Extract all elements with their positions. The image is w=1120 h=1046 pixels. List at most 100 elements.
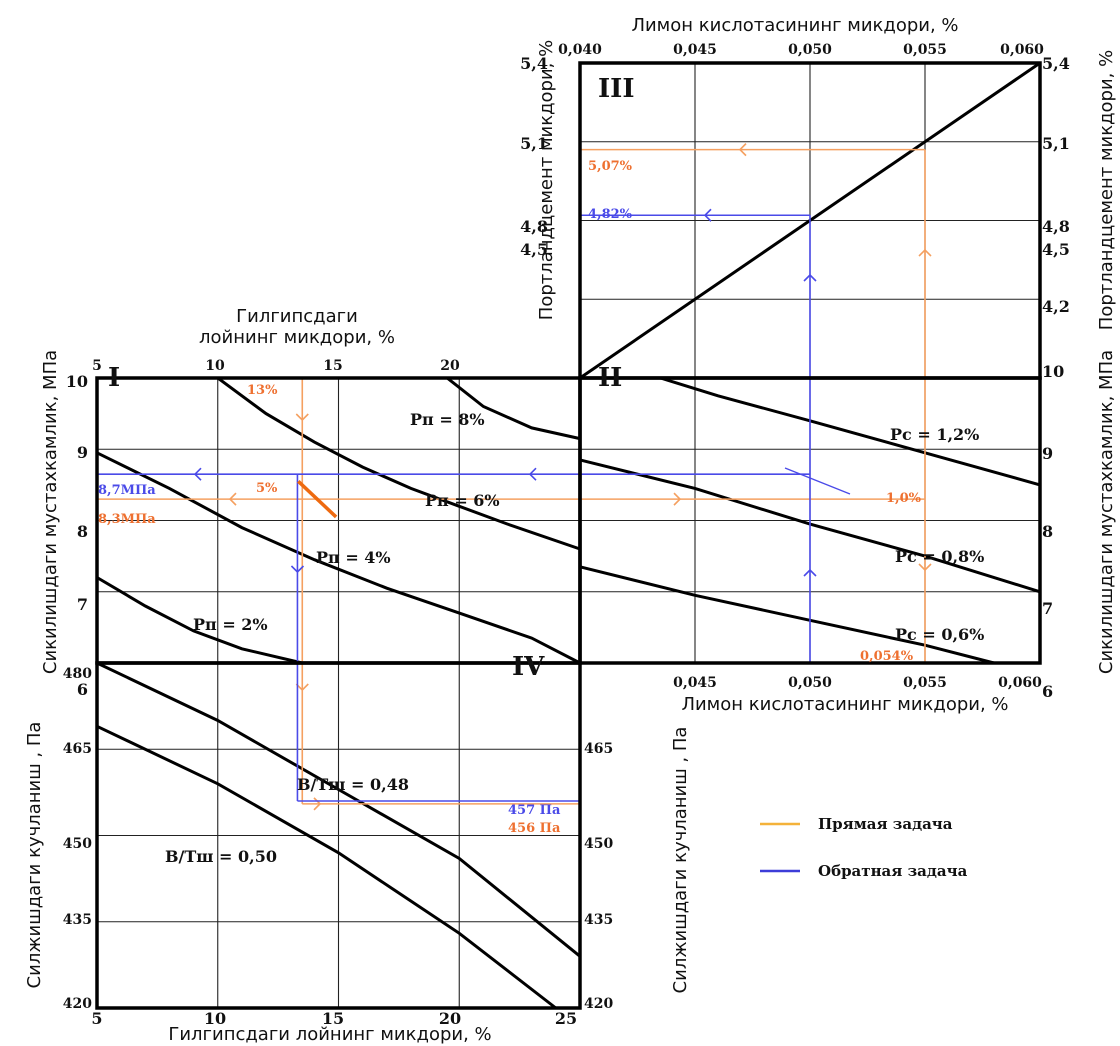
clay-marker-line — [297, 480, 338, 519]
citric-top-axis-title: Лимон кислотасининг микдори, % — [631, 15, 958, 36]
clay-bottom-tick: 10 — [204, 1009, 226, 1028]
series-line-clay-strength — [216, 376, 581, 551]
adhesion-left-axis-title: Силжишдаги кучланиш , Па — [24, 722, 45, 989]
citric-mid-tick: 0,045 — [673, 675, 717, 691]
direct-path-arrow — [295, 683, 309, 692]
inverse-path-arrow — [803, 273, 817, 282]
citric-mid-tick: 0,055 — [903, 675, 947, 691]
inverse-path-arrow — [703, 208, 712, 222]
grid-lines — [97, 63, 1040, 1008]
adhesion-left-tick: 435 — [63, 912, 92, 928]
portland-right-tick: 5,1 — [1042, 134, 1070, 153]
direct-path-arrow — [295, 413, 309, 422]
citric-top-tick: 0,060 — [1000, 42, 1044, 58]
portland-left-tick: 5,4 — [520, 54, 548, 73]
portland-right-axis-title: Портландцемент микдори, % — [1096, 50, 1117, 330]
annotation-adhesion-direct: 456 Па — [508, 821, 561, 836]
panel-frames — [95, 61, 1042, 1010]
annotation-strength-inverse: 8,7МПа — [98, 483, 156, 498]
clay-bottom-tick: 15 — [322, 1009, 344, 1028]
adhesion-left-tick: 465 — [63, 741, 92, 757]
direct-path-arrow — [228, 492, 237, 506]
inverse-path-arrow — [193, 467, 202, 481]
clay-top-axis-title-line1: Гилгипсдаги — [236, 306, 358, 327]
direct-path-arrow — [918, 248, 932, 257]
portland-right-tick: 4,8 — [1042, 217, 1070, 236]
direct-path-arrow — [738, 143, 747, 157]
series-line-citric-strength — [660, 376, 1041, 487]
portland-right-tick: 4,5 — [1042, 240, 1070, 259]
panel-frame-iv — [95, 661, 582, 1010]
series-line-clay-strength — [96, 576, 303, 665]
clay-top-tick: 20 — [440, 358, 460, 374]
inverse-path-arrow — [528, 467, 537, 481]
quadrant-label-ii: II — [598, 363, 622, 393]
citric-mid-tick: 0,050 — [788, 675, 832, 691]
annotation-clay-direct: 13% — [247, 383, 278, 398]
strength-left-tick: 8 — [77, 522, 88, 541]
strength-left-tick: 10 — [66, 372, 88, 391]
curve-label-p8: Pп = 8% — [410, 410, 485, 429]
adhesion-right-tick: 450 — [584, 836, 613, 852]
citric-top-tick: 0,045 — [673, 42, 717, 58]
portland-left-tick: 4,8 — [520, 217, 548, 236]
quadrant-label-iii: III — [598, 74, 635, 104]
strength-left-axis-title: Сикилишдаги мустахкамлик, МПа — [40, 350, 61, 674]
portland-left-axis-title: Портландцемент микдори, % — [536, 40, 557, 320]
citric-mid-tick: 0,060 — [998, 675, 1042, 691]
clay-bottom-tick: 20 — [439, 1009, 461, 1028]
curve-label-p2: Pп = 2% — [193, 615, 268, 634]
direct-path-arrow — [673, 492, 682, 506]
series-line-clay-strength — [96, 451, 581, 665]
strength-right-tick: 7 — [1042, 599, 1053, 618]
strength-right-tick: 6 — [1042, 682, 1053, 701]
adhesion-left-tick: 450 — [63, 836, 92, 852]
adhesion-right-tick: 420 — [584, 996, 613, 1012]
curve-label-wt048: В/Тш = 0,48 — [297, 775, 409, 794]
curve-label-p4: Pп = 4% — [316, 548, 391, 567]
clay-top-axis-title-line2: лойнинг микдори, % — [199, 327, 395, 348]
inverse-path-arrow — [803, 568, 817, 577]
portland-left-tick: 5,1 — [520, 134, 548, 153]
annotation-portland-inverse: 4,82% — [588, 207, 633, 222]
quadrant-label-i: I — [108, 363, 120, 393]
curve-label-pc12: Pc = 1,2% — [890, 425, 979, 444]
citric-top-tick: 0,050 — [788, 42, 832, 58]
clay-bottom-axis-title: Гилгипсдаги лойнинг микдори, % — [168, 1024, 491, 1045]
legend-item-inverse: Обратная задача — [818, 862, 968, 880]
inverse-path-line — [784, 467, 851, 495]
portland-right-tick: 5,4 — [1042, 54, 1070, 73]
clay-bottom-tick: 25 — [555, 1009, 577, 1028]
strength-right-axis-title: Сикилишдаги мустахкамлик, МПа — [1096, 350, 1117, 674]
annotation-1-0: 1,0% — [886, 491, 922, 506]
adhesion-right-tick: 435 — [584, 912, 613, 928]
legend: Прямая задача Обратная задача — [760, 815, 968, 880]
series-line-clay-strength — [446, 376, 581, 441]
adhesion-right-axis-title: Силжишдаги кучланиш , Па — [670, 727, 691, 994]
adhesion-right-tick: 465 — [584, 741, 613, 757]
annotation-adhesion-inverse: 457 Па — [508, 803, 561, 818]
curve-label-p6: Pп = 6% — [425, 491, 500, 510]
inverse-path-arrow — [290, 565, 305, 574]
annotation-strength-direct: 8,3МПа — [98, 512, 156, 527]
solution-paths — [97, 143, 932, 811]
quadrant-label-iv: IV — [512, 652, 545, 682]
strength-right-tick: 9 — [1042, 444, 1053, 463]
clay-top-tick: 10 — [205, 358, 225, 374]
direct-path-arrow — [313, 797, 322, 811]
portland-left-tick: 4,5 — [520, 240, 548, 259]
series-line-citric-strength — [579, 565, 995, 665]
clay-bottom-tick: 5 — [91, 1009, 102, 1028]
annotation-portland-direct: 5,07% — [588, 159, 633, 174]
legend-item-direct: Прямая задача — [818, 815, 953, 833]
strength-left-tick: 6 — [77, 680, 88, 699]
strength-right-tick: 8 — [1042, 522, 1053, 541]
portland-right-tick: 4,2 — [1042, 297, 1070, 316]
citric-top-tick: 0,055 — [903, 42, 947, 58]
curve-label-pc06: Pc = 0,6% — [895, 625, 984, 644]
annotation-clay-marker: 5% — [256, 481, 278, 496]
adhesion-left-tick: 480 — [63, 666, 92, 682]
clay-top-tick: 15 — [323, 358, 342, 374]
curve-label-wt050: В/Тш = 0,50 — [165, 847, 277, 866]
